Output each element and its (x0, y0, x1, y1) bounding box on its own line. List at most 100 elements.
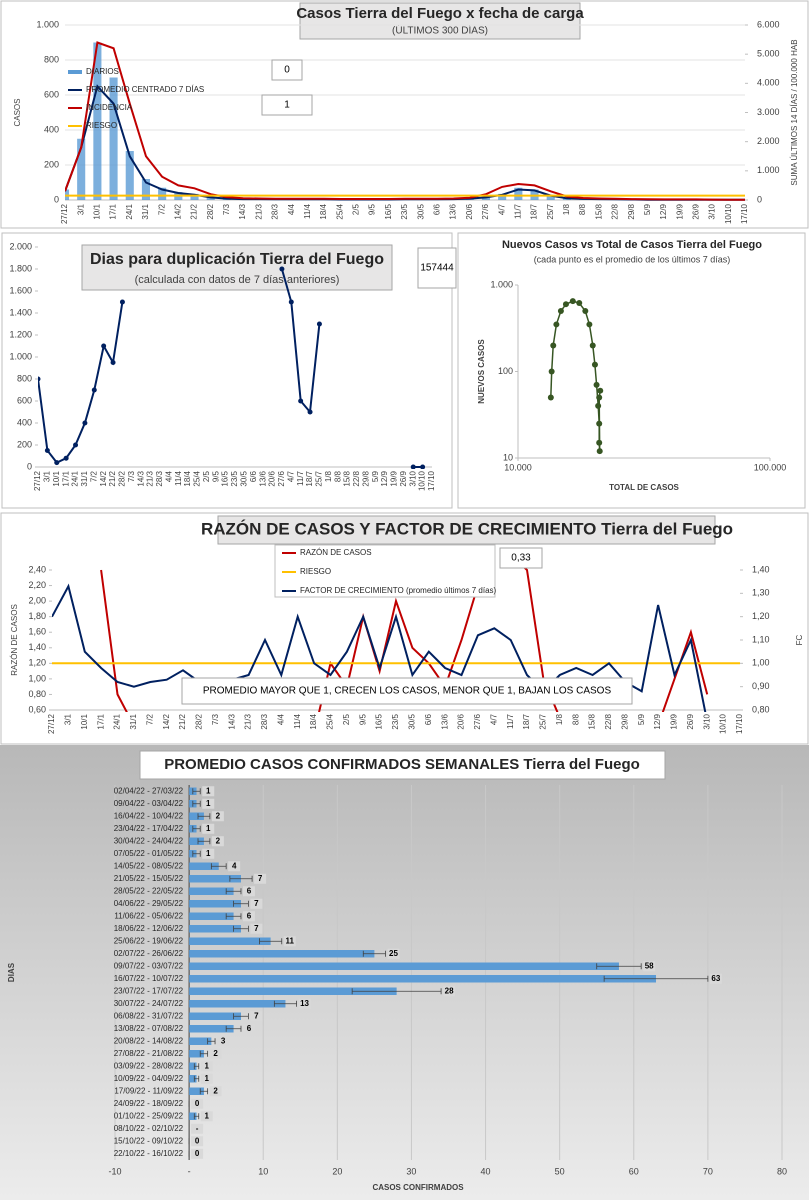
data-label: 2 (216, 811, 221, 820)
error-bar (197, 838, 211, 845)
data-label: 6 (247, 911, 252, 920)
y-tick-label: 1.600 (9, 285, 32, 295)
x-tick-label: 22/8 (352, 470, 361, 486)
y-tick-label: 1.800 (9, 263, 32, 273)
x-tick-label: 4/4 (287, 203, 296, 215)
y-tick-label: 22/10/22 - 16/10/22 (114, 1149, 184, 1158)
x-tick-label: 27/12 (33, 470, 42, 491)
bar (189, 900, 241, 908)
x-tick-label: 3/10 (708, 203, 717, 219)
point (63, 455, 69, 461)
x-tick-label: 13/6 (258, 470, 267, 486)
x-tick-label: 18/4 (309, 713, 318, 729)
bar (189, 887, 234, 895)
point (44, 448, 50, 453)
x-tick-label: 60 (629, 1166, 639, 1176)
chart-subtitle: (cada punto es el promedio de los último… (534, 254, 731, 264)
point (596, 394, 603, 401)
x-tick-label: 25/7 (539, 713, 548, 729)
axis-title: CASOS CONFIRMADOS (372, 1183, 464, 1192)
point (91, 387, 97, 393)
x-tick-label: 19/9 (390, 470, 399, 486)
y-tick-label: 200 (44, 159, 59, 169)
x-tick-label: 14/2 (99, 470, 108, 486)
x-tick-label: 18/7 (305, 470, 314, 486)
data-label-bg (211, 811, 224, 822)
x-tick-label: 10 (258, 1166, 268, 1176)
error-bar (210, 863, 227, 870)
x-tick-label: 25/4 (335, 203, 344, 219)
x-tick-label: 12/9 (380, 470, 389, 486)
x-tick-label: 14/2 (162, 713, 171, 729)
bar (189, 875, 241, 883)
point (562, 301, 569, 308)
x-tick-label: 80 (777, 1166, 787, 1176)
bar (189, 950, 375, 958)
x-tick-label: 4/4 (164, 470, 173, 482)
point (586, 321, 593, 328)
x-tick-label: 4/7 (286, 470, 295, 482)
x-tick-label: 28/3 (260, 713, 269, 729)
bar (189, 1025, 234, 1033)
y2-tick-label: 1.000 (757, 165, 780, 175)
x-tick-label: -10 (108, 1166, 121, 1176)
y-tick-label: 1,20 (28, 658, 46, 668)
x-tick-label: 40 (481, 1166, 491, 1176)
data-label: 0 (195, 1136, 200, 1145)
data-label: 7 (254, 924, 259, 933)
error-bar (603, 975, 709, 982)
y-tick-label: 24/09/22 - 18/09/22 (114, 1099, 184, 1108)
data-label-bg (250, 923, 263, 934)
x-tick-label: 4/7 (497, 203, 506, 215)
x-tick-label: 23/5 (230, 470, 239, 486)
axis-title: SUMA ÚLTIMOS 14 DÍAS / 100.000 HAB (790, 39, 799, 185)
point (548, 368, 555, 375)
point (553, 321, 560, 328)
x-tick-label: 2/5 (202, 470, 211, 482)
x-tick-label: 7/2 (157, 203, 166, 215)
data-label: 6 (247, 1024, 252, 1033)
point (288, 299, 294, 305)
bar (109, 77, 118, 200)
x-tick-label: 14/3 (136, 470, 145, 486)
x-tick-label: 8/8 (571, 713, 580, 725)
x-tick-label: 17/1 (109, 203, 118, 219)
y-tick-label: 27/08/22 - 21/08/22 (114, 1049, 184, 1058)
data-label: 0 (195, 1099, 200, 1108)
annotation-box (181, 677, 633, 705)
data-label: 58 (645, 961, 654, 970)
x-tick-label: 31/1 (129, 713, 138, 729)
x-tick-label: 23/5 (400, 203, 409, 219)
data-label-bg (228, 861, 241, 872)
data-label: 0 (195, 1149, 200, 1158)
x-tick-label: 21/2 (178, 713, 187, 729)
x-tick-label: 17/1 (96, 713, 105, 729)
y-tick-label: 25/06/22 - 19/06/22 (114, 936, 184, 945)
x-tick-label: 27/6 (481, 203, 490, 219)
error-bar (362, 950, 386, 957)
panel (0, 745, 809, 1200)
data-label: 4 (232, 861, 237, 870)
bar (189, 975, 657, 983)
data-label: 7 (258, 874, 263, 883)
x-tick-label: 6/6 (249, 470, 258, 482)
y-tick-label: 1,60 (28, 627, 46, 637)
data-label-bg (298, 998, 311, 1009)
error-bar (193, 1063, 200, 1070)
y-tick-label: 02/04/22 - 27/03/22 (114, 786, 184, 795)
x-tick-label: 16/5 (375, 713, 384, 729)
point (550, 342, 557, 349)
annotation: 1 (284, 100, 290, 111)
bar (93, 42, 102, 200)
y-tick-label: 01/10/22 - 25/09/22 (114, 1111, 184, 1120)
x-tick-label: 10/1 (92, 203, 101, 219)
data-label: 1 (206, 786, 211, 795)
chart-title: Dias para duplicación Tierra del Fuego (90, 251, 384, 268)
bar (189, 1012, 241, 1020)
x-tick-label: 11/4 (303, 203, 312, 219)
x-tick-label: 3/10 (408, 470, 417, 486)
data-label-bg (191, 1098, 204, 1109)
x-tick-label: 11/7 (513, 203, 522, 219)
error-bar (229, 875, 253, 882)
